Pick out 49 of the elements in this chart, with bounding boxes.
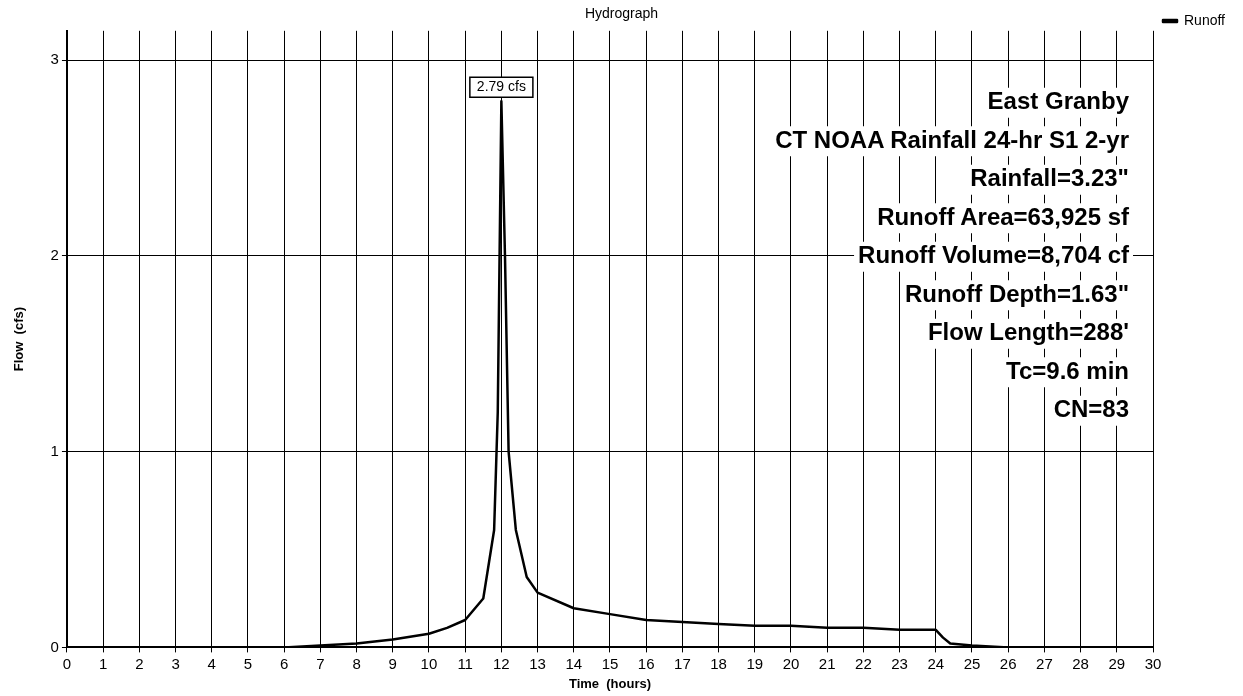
- x-tick-label: 5: [243, 654, 253, 672]
- x-tick-label: 28: [1072, 654, 1089, 672]
- x-tick-label: 27: [1036, 654, 1053, 672]
- x-tick-label: 26: [999, 654, 1017, 672]
- y-tick-label: 1: [50, 441, 59, 459]
- y-tick-label: 0: [50, 637, 59, 655]
- x-tick-label: 23: [891, 654, 908, 672]
- x-tick-label: 13: [529, 654, 546, 672]
- y-tick-label: 2: [50, 246, 59, 264]
- annotation: Runoff Volume=8,704 cf: [858, 241, 1131, 269]
- annotation: Tc=9.6 min: [1006, 356, 1129, 384]
- x-tick-label: 0: [62, 654, 72, 672]
- x-tick-label: 8: [352, 654, 361, 672]
- x-tick-label: 10: [420, 654, 438, 672]
- x-tick-label: 9: [388, 654, 397, 672]
- x-tick-label: 24: [927, 654, 945, 672]
- x-tick-label: 12: [493, 654, 510, 672]
- annotation: Runoff Depth=1.63": [904, 279, 1129, 307]
- y-tick-label: 3: [50, 50, 59, 68]
- legend-label: Runoff: [1184, 11, 1226, 28]
- x-tick-label: 16: [637, 654, 655, 672]
- x-tick-label: 21: [818, 654, 836, 672]
- x-tick-label: 2: [135, 654, 144, 672]
- x-tick-label: 4: [207, 654, 216, 672]
- annotation: Rainfall=3.23": [970, 164, 1129, 192]
- x-tick-label: 17: [674, 654, 691, 672]
- x-tick-label: 30: [1144, 654, 1162, 672]
- x-tick-label: 11: [457, 654, 473, 672]
- chart-title: Hydrograph: [584, 5, 659, 22]
- x-tick-label: 3: [171, 654, 180, 672]
- x-tick-label: 1: [98, 654, 108, 672]
- x-tick-label: 25: [963, 654, 981, 672]
- x-tick-label: 15: [601, 654, 619, 672]
- annotation: CT NOAA Rainfall 24-hr S1 2-yr: [775, 125, 1129, 153]
- x-tick-label: 20: [782, 654, 800, 672]
- annotation: Runoff Area=63,925 sf: [877, 202, 1131, 230]
- annotation: 2.79 cfs: [476, 78, 526, 95]
- annotation: CN=83: [1053, 395, 1129, 423]
- x-tick-label: 19: [746, 654, 764, 672]
- x-tick-label: 29: [1108, 654, 1126, 672]
- x-tick-label: 6: [279, 654, 289, 672]
- x-axis-title: Time (hours): [568, 675, 652, 691]
- x-tick-label: 14: [565, 654, 583, 672]
- x-tick-label: 18: [710, 654, 727, 672]
- annotation: Flow Length=288': [927, 318, 1129, 346]
- x-tick-label: 7: [316, 654, 325, 672]
- annotation: East Granby: [987, 87, 1130, 115]
- y-axis-title: Flow (cfs): [11, 306, 27, 372]
- x-tick-label: 22: [855, 654, 872, 672]
